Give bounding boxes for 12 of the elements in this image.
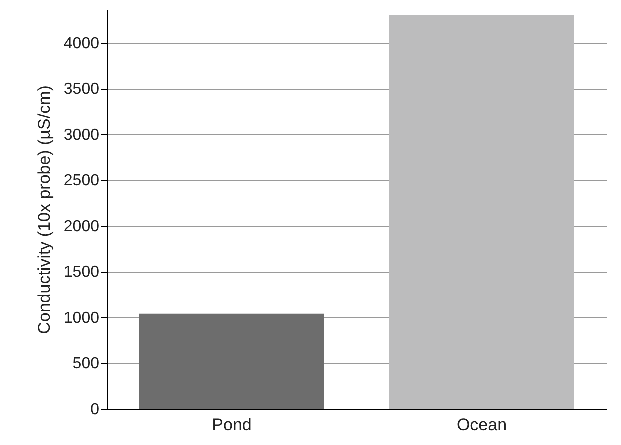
y-tick-label: 2000 — [64, 218, 100, 236]
y-tick-label: 1000 — [64, 310, 100, 327]
y-tick-label: 500 — [72, 356, 100, 373]
y-axis-title: Conductivity (10x probe) (µS/cm) — [34, 86, 54, 334]
y-tick-label: 2500 — [64, 172, 100, 190]
y-tick-label: 0 — [90, 402, 100, 418]
y-tick-label: 4000 — [64, 35, 100, 52]
x-tick-label: Ocean — [456, 416, 508, 434]
y-tick-label: 3500 — [64, 81, 100, 98]
y-tick-label: 1500 — [64, 264, 100, 282]
x-tick-label: Pond — [212, 416, 252, 434]
y-tick-label: 3000 — [64, 126, 100, 144]
